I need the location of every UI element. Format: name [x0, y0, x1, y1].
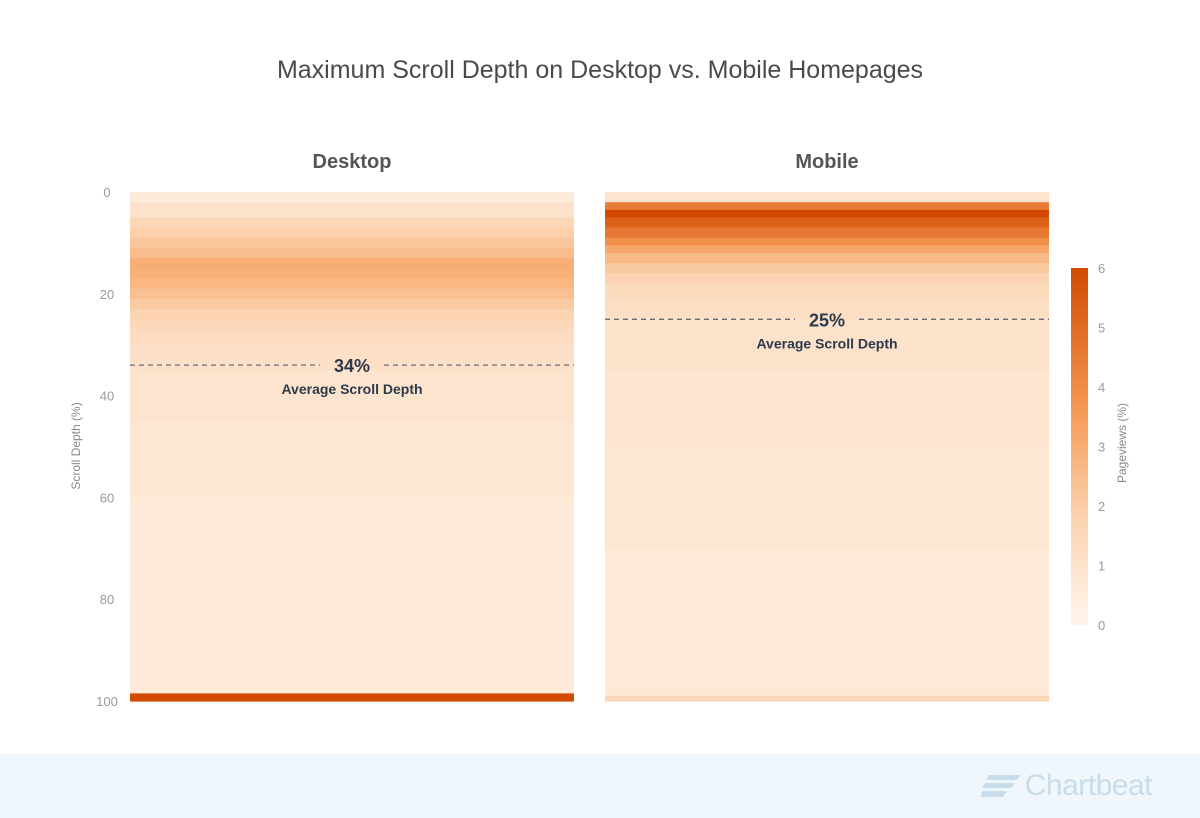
chartbeat-logo: Chartbeat: [980, 768, 1153, 804]
average-value-label: 25%: [809, 310, 845, 330]
y-tick-label: 80: [100, 592, 114, 607]
heatmap-band: [130, 421, 574, 498]
colorbar-tick-label: 2: [1098, 499, 1105, 514]
heatmap-band: [130, 227, 574, 239]
y-tick-label: 40: [100, 389, 114, 404]
heatmap-band: [130, 202, 574, 219]
heatmap-band: [130, 319, 574, 331]
heatmap-band: [130, 268, 574, 280]
heatmap-band: [605, 283, 1049, 300]
heatmap-band: [130, 217, 574, 229]
y-axis-label: Scroll Depth (%): [69, 402, 83, 489]
heatmap-band: [605, 253, 1049, 264]
colorbar-tick-label: 4: [1098, 380, 1105, 395]
heatmap-band: [605, 209, 1049, 219]
heatmap-band: [605, 217, 1049, 229]
average-value-label: 34%: [334, 356, 370, 376]
colorbar-tick-label: 5: [1098, 321, 1105, 336]
y-tick-label: 60: [100, 490, 114, 505]
heatmap-band: [605, 227, 1049, 239]
heatmap-band: [605, 298, 1049, 320]
panel-title: Desktop: [313, 151, 392, 173]
heatmap-band: [130, 258, 574, 269]
average-caption: Average Scroll Depth: [756, 335, 897, 351]
y-tick-label: 20: [100, 287, 114, 302]
heatmap-band: [605, 245, 1049, 254]
heatmap-band: [605, 370, 1049, 448]
colorbar-tick-label: 0: [1098, 618, 1105, 633]
heatmap-band: [130, 370, 574, 422]
colorbar-label: Pageviews (%): [1115, 403, 1129, 483]
heatmap-band: [605, 192, 1049, 203]
colorbar-tick-label: 6: [1098, 261, 1105, 276]
colorbar-tick-label: 1: [1098, 559, 1105, 574]
heatmap-band: [130, 278, 574, 290]
heatmap-band: [130, 288, 574, 300]
y-tick-label: 0: [103, 185, 110, 200]
footer-bar: Chartbeat: [0, 754, 1200, 818]
heatmap-band: [130, 497, 574, 600]
heatmap-band: [605, 548, 1049, 697]
heatmap-band: [130, 247, 574, 259]
heatmap-band: [130, 192, 574, 203]
heatmap-band: [605, 319, 1049, 371]
chartbeat-logo-icon: [980, 775, 1021, 797]
heatmap-band: [605, 695, 1049, 702]
average-caption: Average Scroll Depth: [281, 381, 422, 397]
panel-mobile: Mobile 25% Average Scroll Depth: [605, 151, 1049, 702]
heatmap-band: [130, 693, 574, 702]
colorbar-tick-label: 3: [1098, 440, 1105, 455]
colorbar: [1071, 268, 1088, 625]
heatmap-band: [130, 298, 574, 310]
heatmap-band: [605, 273, 1049, 285]
heatmap-band: [130, 309, 574, 320]
heatmap-band: [130, 344, 574, 371]
heatmap-band: [605, 263, 1049, 275]
heatmap-band: [130, 599, 574, 694]
chartbeat-logo-text: Chartbeat: [1024, 769, 1153, 802]
heatmap-band: [605, 446, 1049, 549]
panel-desktop: Desktop 34% Average Scroll Depth: [130, 151, 574, 702]
heatmap-band: [130, 237, 574, 249]
y-tick-label: 100: [96, 694, 118, 709]
chart-title: Maximum Scroll Depth on Desktop vs. Mobi…: [277, 56, 923, 84]
heatmap-band: [605, 237, 1049, 247]
heatmap-band: [130, 329, 574, 346]
heatmap-band: [605, 202, 1049, 211]
panel-title: Mobile: [795, 151, 858, 173]
